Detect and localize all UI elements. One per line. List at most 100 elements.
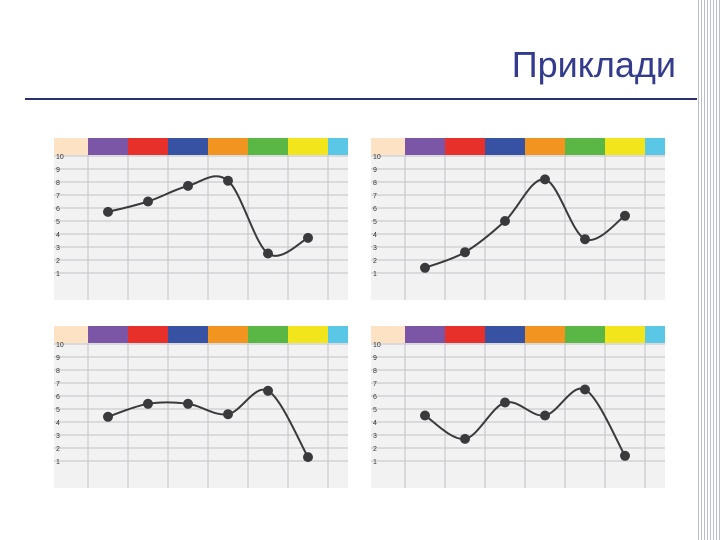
y-tick-label: 6 (373, 394, 377, 401)
y-tick-label: 8 (373, 180, 377, 187)
y-tick-label: 3 (373, 433, 377, 440)
y-tick-label: 2 (56, 258, 60, 265)
y-tick-label: 2 (373, 258, 377, 265)
y-tick-label: 5 (56, 407, 60, 414)
header-color-block (645, 138, 665, 155)
header-color-block (445, 138, 485, 155)
y-tick-label: 9 (56, 167, 60, 174)
y-tick-label: 9 (373, 167, 377, 174)
chart-top-right-svg: 1 2 3 4 5 6 7 8 9 10 (371, 138, 665, 300)
y-tick-label: 3 (56, 433, 60, 440)
header-color-block (485, 326, 525, 343)
header-color-block (565, 138, 605, 155)
chart-top-left-svg: 1 2 3 4 5 6 7 8 9 10 (54, 138, 348, 300)
y-tick-label: 4 (56, 420, 60, 427)
chart-bottom-left: 1 2 3 4 5 6 7 8 9 10 (54, 326, 348, 488)
data-point (460, 247, 470, 258)
data-point (263, 385, 273, 396)
data-point (143, 398, 153, 409)
data-point (143, 196, 153, 207)
y-tick-label: 1 (373, 459, 377, 466)
y-tick-label: 2 (56, 446, 60, 453)
y-tick-label: 10 (373, 154, 381, 161)
header-color-block (88, 138, 128, 155)
y-tick-label: 9 (373, 355, 377, 362)
header-color-block (485, 138, 525, 155)
y-tick-label: 4 (373, 420, 377, 427)
header-color-block (88, 326, 128, 343)
header-color-block (405, 138, 445, 155)
header-color-block (371, 138, 405, 155)
data-point (460, 433, 470, 444)
header-color-block (565, 326, 605, 343)
header-color-block (328, 138, 348, 155)
data-point (420, 410, 430, 421)
y-tick-label: 7 (373, 381, 377, 388)
data-point (103, 411, 113, 422)
header-color-block (248, 326, 288, 343)
y-tick-label: 7 (56, 381, 60, 388)
header-color-block (405, 326, 445, 343)
chart-bottom-right-svg: 1 2 3 4 5 6 7 8 9 10 (371, 326, 665, 488)
header-color-block (328, 326, 348, 343)
y-tick-label: 1 (373, 271, 377, 278)
y-tick-label: 10 (56, 154, 64, 161)
header-color-block (208, 138, 248, 155)
title-divider (25, 98, 697, 100)
y-tick-label: 8 (373, 368, 377, 375)
y-tick-label: 7 (373, 193, 377, 200)
header-color-block (288, 138, 328, 155)
y-tick-label: 7 (56, 193, 60, 200)
chart-bottom-left-svg: 1 2 3 4 5 6 7 8 9 10 (54, 326, 348, 488)
header-color-block (605, 326, 645, 343)
y-tick-label: 5 (373, 407, 377, 414)
data-point (183, 398, 193, 409)
header-color-block (168, 326, 208, 343)
decorative-side-bar (698, 0, 720, 540)
y-tick-label: 5 (56, 219, 60, 226)
y-tick-label: 10 (373, 342, 381, 349)
header-color-block (288, 326, 328, 343)
data-point (540, 410, 550, 421)
data-point (420, 262, 430, 273)
data-point (620, 450, 630, 461)
header-color-block (645, 326, 665, 343)
y-tick-label: 3 (56, 245, 60, 252)
chart-top-left: 1 2 3 4 5 6 7 8 9 10 (54, 138, 348, 300)
header-color-block (128, 326, 168, 343)
y-tick-label: 1 (56, 459, 60, 466)
data-point (223, 175, 233, 186)
data-point (540, 174, 550, 185)
y-tick-label: 1 (56, 271, 60, 278)
y-tick-label: 3 (373, 245, 377, 252)
data-point (303, 452, 313, 463)
header-color-block (525, 138, 565, 155)
data-point (223, 409, 233, 420)
header-color-block (168, 138, 208, 155)
data-point (580, 384, 590, 395)
header-color-block (371, 326, 405, 343)
y-tick-label: 2 (373, 446, 377, 453)
plot-background (371, 326, 665, 488)
header-color-block (54, 326, 88, 343)
header-color-block (208, 326, 248, 343)
y-tick-label: 6 (56, 206, 60, 213)
y-tick-label: 4 (56, 232, 60, 239)
data-point (500, 216, 510, 226)
data-point (183, 180, 193, 191)
y-tick-label: 5 (373, 219, 377, 226)
y-tick-label: 9 (56, 355, 60, 362)
header-color-block (54, 138, 88, 155)
header-color-block (128, 138, 168, 155)
data-point (103, 206, 113, 217)
slide-title: Приклади (511, 44, 676, 85)
chart-bottom-right: 1 2 3 4 5 6 7 8 9 10 (371, 326, 665, 488)
header-color-block (605, 138, 645, 155)
y-tick-label: 4 (373, 232, 377, 239)
data-point (500, 397, 510, 408)
header-color-block (445, 326, 485, 343)
plot-background (54, 138, 348, 300)
y-tick-label: 6 (56, 394, 60, 401)
data-point (303, 232, 313, 243)
y-tick-label: 8 (56, 368, 60, 375)
